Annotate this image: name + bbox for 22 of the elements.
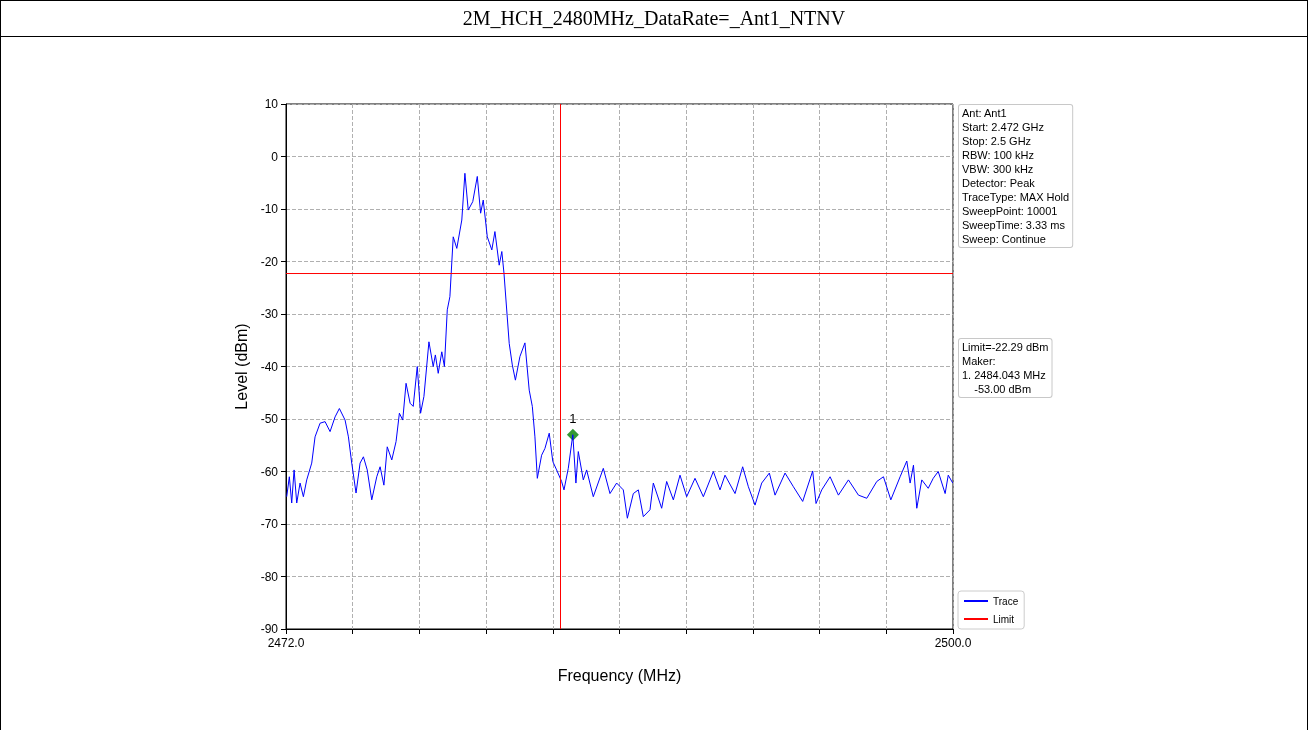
x-axis-title: Frequency (MHz) — [557, 666, 682, 684]
y-tick-label: 0 — [271, 149, 279, 164]
text: Ant: Ant1 Start: 2.472 GHz Stop: 2.5 GHz RBW: 100 kHz VBW: 300 kHz Detector: Peak TraceType: MAX Hold SweepPoint: 10001 SweepTime: 3.33 ms Sweep: Continue — [962, 107, 1070, 245]
y-tick-label: -60 — [260, 464, 279, 479]
y-tick-label: -40 — [260, 359, 279, 374]
y-tick-label: -70 — [260, 517, 279, 531]
y-tick-label: -80 — [260, 569, 279, 584]
x-tick-label: 2500.0 — [934, 636, 972, 650]
y-tick-label: 10 — [264, 97, 279, 111]
y-tick-label: -20 — [260, 254, 279, 269]
x-tick-label: 2472.0 — [267, 636, 305, 650]
text: Limit=-22.29 dBm Maker: 1. 2484.043 MHz -53.00 dBm — [962, 341, 1049, 395]
y-tick-label: -50 — [260, 412, 279, 426]
y-tick-label: -30 — [260, 307, 279, 321]
legend-label: Trace — [993, 595, 1019, 607]
y-tick-label: -10 — [260, 202, 279, 216]
chart-title: 2M_HCH_2480MHz_DataRate=_Ant1_NTNV — [1, 1, 1307, 37]
annotation: 1 — [569, 410, 577, 426]
y-tick-label: -90 — [260, 622, 279, 636]
line-series — [286, 172, 954, 519]
y-axis-title: Level (dBm) — [233, 323, 251, 410]
legend-label: Limit — [993, 613, 1015, 625]
